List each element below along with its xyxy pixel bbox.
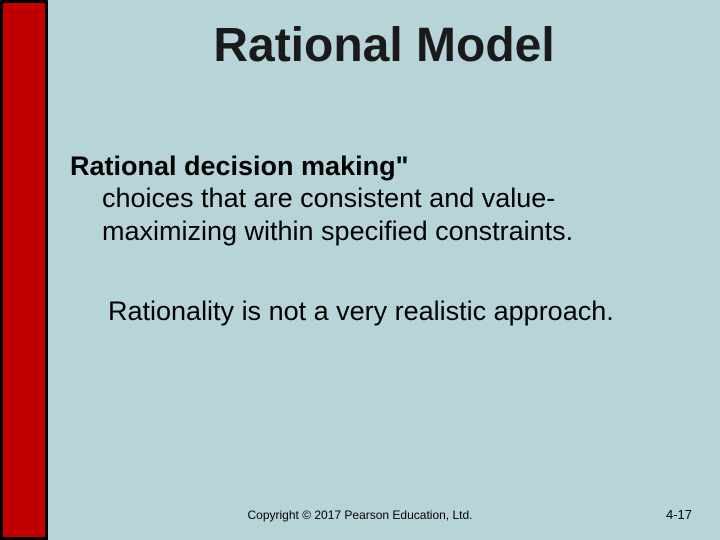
slide: Rational Model Rational decision making"… <box>0 0 720 540</box>
slide-body: Rational decision making" choices that a… <box>70 150 680 328</box>
accent-bar <box>0 0 48 540</box>
slide-title: Rational Model <box>48 18 720 73</box>
point-text: Rationality is not a very realistic appr… <box>108 295 680 327</box>
page-number: 4-17 <box>666 507 692 522</box>
definition-text: choices that are consistent and value-ma… <box>102 182 680 247</box>
copyright-text: Copyright © 2017 Pearson Education, Ltd. <box>0 508 720 522</box>
lead-text: Rational decision making" <box>70 150 680 182</box>
